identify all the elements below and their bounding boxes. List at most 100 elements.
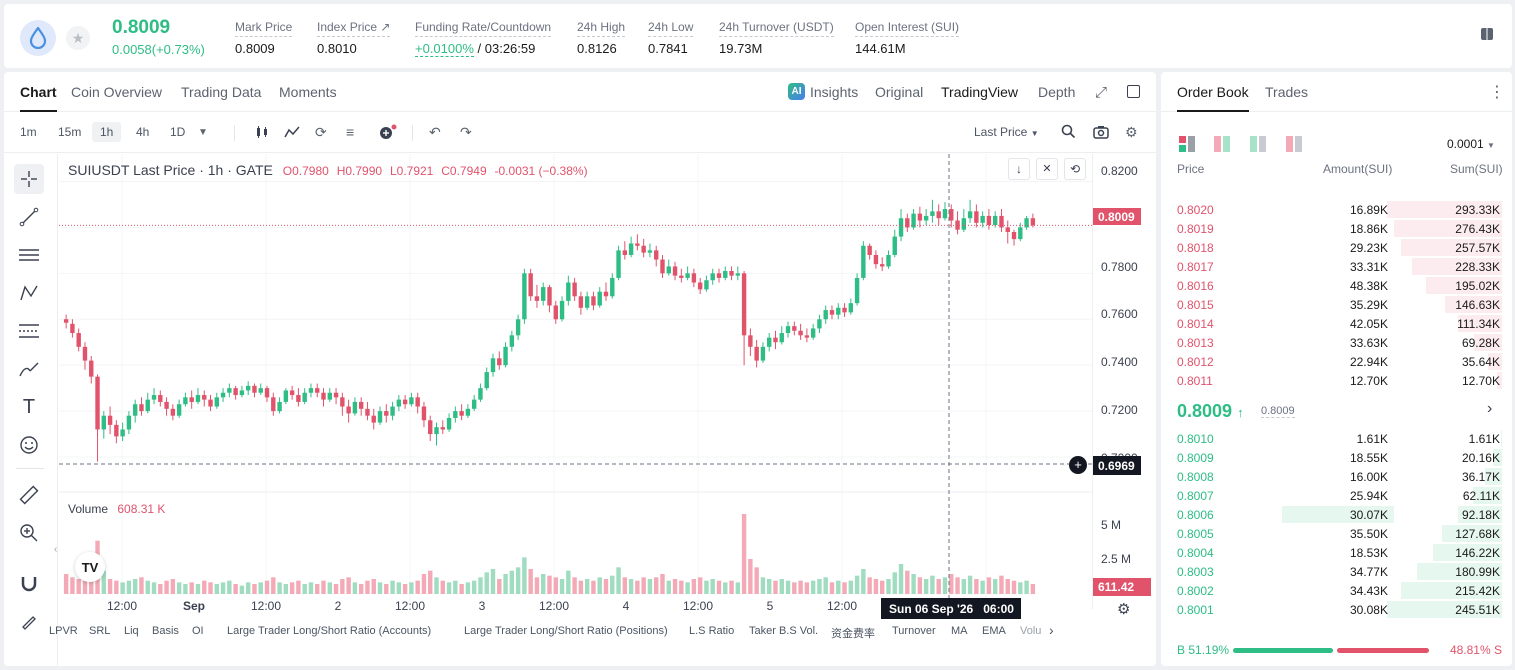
indicator-ema[interactable]: EMA [982,625,1006,637]
tab-moments[interactable]: Moments [279,84,337,100]
orderbook-row[interactable]: 0.8019 18.86K 276.43K [1161,219,1512,238]
restore-icon[interactable]: ⟲ [1064,158,1086,180]
orderbook-row[interactable]: 0.8020 16.89K 293.33K [1161,200,1512,219]
timeframe-dropdown-icon[interactable]: ▼ [198,127,208,138]
crosshair-tool-icon[interactable] [14,164,44,194]
layout-asks-icon[interactable] [1286,136,1302,157]
replay-icon[interactable]: ⟳ [315,124,327,140]
zoom-in-icon[interactable] [14,518,44,548]
timeframe-4h[interactable]: 4h [136,125,150,139]
emoji-tool-icon[interactable] [14,430,44,460]
ai-insights-icon[interactable]: AI [788,83,805,100]
magnet-tool-icon[interactable] [14,568,44,598]
ruler-tool-icon[interactable] [14,480,44,510]
layout-bids-icon[interactable] [1250,136,1266,157]
scroll-down-icon[interactable]: ↓ [1008,158,1030,180]
projection-tool-icon[interactable] [14,316,44,346]
tab-coin-overview[interactable]: Coin Overview [71,84,163,100]
indicators-icon[interactable] [284,124,300,143]
timeframe-1m[interactable]: 1m [20,125,37,139]
funding-rate[interactable]: +0.0100% [415,41,474,57]
tradingview-logo-icon[interactable]: TV [75,552,105,582]
tab-trades[interactable]: Trades [1265,84,1309,100]
settings-icon[interactable]: ⚙ [1117,601,1131,618]
orderbook-row[interactable]: 0.8015 35.29K 146.63K [1161,295,1512,314]
indicator-lpvr[interactable]: LPVR [49,625,78,637]
brush-tool-icon[interactable] [14,354,44,384]
orderbook-row[interactable]: 0.8004 18.53K 146.22K [1161,543,1512,562]
orderbook-row[interactable]: 0.8018 29.23K 257.57K [1161,238,1512,257]
indicator-taker-bs-vol[interactable]: Taker B.S Vol. [749,625,819,637]
orderbook-row[interactable]: 0.8002 34.43K 215.42K [1161,581,1512,600]
collapse-icon[interactable]: ✕ [1036,158,1058,180]
add-indicator-icon[interactable] [378,124,398,143]
stat-label[interactable]: Mark Price [235,20,293,37]
indicator-volume[interactable]: Volu [1020,625,1042,637]
layout-both-icon[interactable] [1179,136,1195,157]
indicator-ls-ratio[interactable]: L.S Ratio [689,625,735,637]
timeframe-15m[interactable]: 15m [58,125,82,139]
chevron-right-icon[interactable]: › [1049,622,1054,638]
orderbook-row[interactable]: 0.8016 48.38K 195.02K [1161,276,1512,295]
view-original[interactable]: Original [875,84,924,100]
orderbook-row[interactable]: 0.8007 25.94K 62.11K [1161,486,1512,505]
orderbook-row[interactable]: 0.8013 33.63K 69.28K [1161,333,1512,352]
book-icon[interactable] [1479,26,1499,46]
orderbook-row[interactable]: 0.8014 42.05K 111.34K [1161,314,1512,333]
pattern-tool-icon[interactable] [14,278,44,308]
indicator-basis[interactable]: Basis [152,625,179,637]
templates-icon[interactable]: ≡ [346,124,355,140]
timeframe-1h[interactable]: 1h [92,122,122,142]
orderbook-row[interactable]: 0.8001 30.08K 245.51K [1161,600,1512,619]
tab-order-book[interactable]: Order Book [1177,84,1249,112]
orderbook-row[interactable]: 0.8003 34.77K 180.99K [1161,562,1512,581]
trendline-tool-icon[interactable] [14,202,44,232]
candles-icon[interactable] [254,124,270,143]
stat-label[interactable]: Funding Rate/Countdown [415,20,552,37]
lock-draw-icon[interactable] [14,606,44,636]
orderbook-row[interactable]: 0.8005 35.50K 127.68K [1161,524,1512,543]
indicator-large-trader-positions[interactable]: Large Trader Long/Short Ratio (Positions… [464,625,668,637]
indicator-oi[interactable]: OI [192,625,204,637]
undo-icon[interactable]: ↶ [429,124,441,140]
price-type-select[interactable]: Last Price ▼ [974,125,1039,139]
indicator-funding-rate[interactable]: 资金费率 [831,628,875,640]
tab-trading-data[interactable]: Trading Data [181,84,262,100]
redo-icon[interactable]: ↷ [460,124,472,140]
orderbook-row[interactable]: 0.8017 33.31K 228.33K [1161,257,1512,276]
candlestick-chart[interactable] [59,154,1092,609]
fib-tool-icon[interactable] [14,240,44,270]
favorite-star-icon[interactable]: ★ [66,26,90,50]
layout-mixed-icon[interactable] [1214,136,1230,157]
indicator-liq[interactable]: Liq [124,625,139,637]
gear-icon[interactable]: ⚙ [1125,124,1138,140]
view-depth[interactable]: Depth [1038,84,1076,100]
indicator-srl[interactable]: SRL [89,625,111,637]
precision-select[interactable]: 0.0001 ▼ [1447,137,1495,151]
orderbook-row[interactable]: 0.8006 30.07K 92.18K [1161,505,1512,524]
search-icon[interactable] [1061,124,1076,142]
tab-chart[interactable]: Chart [20,84,57,112]
indicator-large-trader-accounts[interactable]: Large Trader Long/Short Ratio (Accounts) [227,625,432,637]
orderbook-row[interactable]: 0.8009 18.55K 20.16K [1161,448,1512,467]
add-alert-icon[interactable]: + [1069,456,1087,474]
indicator-turnover[interactable]: Turnover [892,625,936,637]
text-tool-icon[interactable]: T [22,395,36,418]
orderbook-row[interactable]: 0.8012 22.94K 35.64K [1161,352,1512,371]
stat-label[interactable]: Index Price ↗ [317,20,391,37]
collapse-toolbar-icon[interactable]: ‹ [54,544,58,555]
orderbook-row[interactable]: 0.8011 12.70K 12.70K [1161,371,1512,390]
timeframe-1d[interactable]: 1D [170,125,186,139]
view-insights[interactable]: Insights [810,84,859,100]
mid-mark-price[interactable]: 0.8009 [1261,405,1295,418]
orderbook-row[interactable]: 0.8008 16.00K 36.17K [1161,467,1512,486]
expand-icon[interactable]: ⤢ [1095,84,1108,101]
camera-icon[interactable] [1093,124,1109,142]
orderbook-row[interactable]: 0.8010 1.61K 1.61K [1161,429,1512,448]
stat-label[interactable]: Open Interest (SUI) [855,20,960,37]
view-tradingview[interactable]: TradingView [941,84,1019,100]
indicator-ma[interactable]: MA [951,625,968,637]
chevron-right-icon[interactable]: › [1487,400,1493,417]
more-icon[interactable]: ⋮ [1489,84,1505,101]
window-icon[interactable] [1127,85,1140,98]
